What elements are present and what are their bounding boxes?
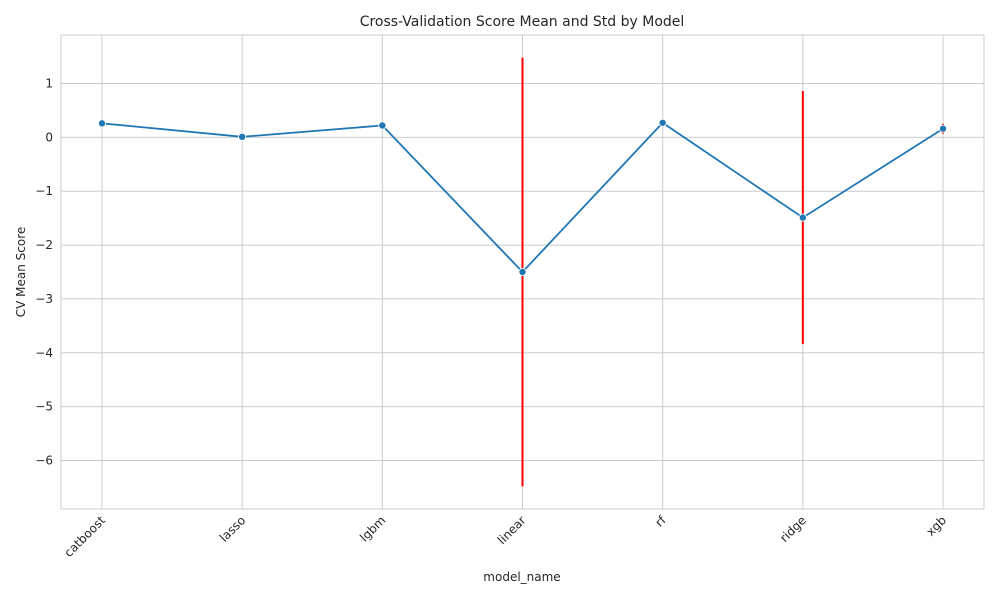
x-tick-label: ridge bbox=[777, 513, 809, 545]
y-tick-label: −5 bbox=[35, 400, 53, 414]
x-tick-label: xgb bbox=[923, 513, 949, 539]
data-points bbox=[98, 118, 948, 276]
y-tick-labels: 1 0 −1 −2 −3 −4 −5 −6 bbox=[35, 76, 53, 467]
y-tick-label: −6 bbox=[35, 454, 53, 468]
data-point bbox=[98, 119, 107, 128]
plot-frame bbox=[60, 34, 985, 510]
x-tick-label: linear bbox=[495, 513, 529, 547]
y-tick-label: −4 bbox=[35, 346, 53, 360]
y-tick-label: 1 bbox=[45, 76, 53, 90]
y-tick-label: −3 bbox=[35, 292, 53, 306]
data-point bbox=[518, 267, 527, 276]
x-tick-label: lasso bbox=[217, 513, 248, 544]
x-tick-label: catboost bbox=[62, 513, 109, 560]
data-point bbox=[238, 132, 247, 141]
y-axis-label: CV Mean Score bbox=[14, 227, 28, 318]
data-point bbox=[378, 121, 387, 130]
x-tick-label: rf bbox=[652, 513, 669, 530]
x-axis-label: model_name bbox=[483, 570, 560, 584]
data-point bbox=[939, 124, 948, 133]
y-tick-label: −1 bbox=[35, 184, 53, 198]
y-tick-label: −2 bbox=[35, 238, 53, 252]
data-point bbox=[798, 213, 807, 222]
x-tick-label: lgbm bbox=[357, 513, 388, 544]
x-tick-labels: catboost lasso lgbm linear rf ridge xgb bbox=[62, 513, 950, 560]
chart-title: Cross-Validation Score Mean and Std by M… bbox=[360, 14, 685, 30]
data-point bbox=[658, 118, 667, 127]
y-tick-label: 0 bbox=[45, 130, 53, 144]
